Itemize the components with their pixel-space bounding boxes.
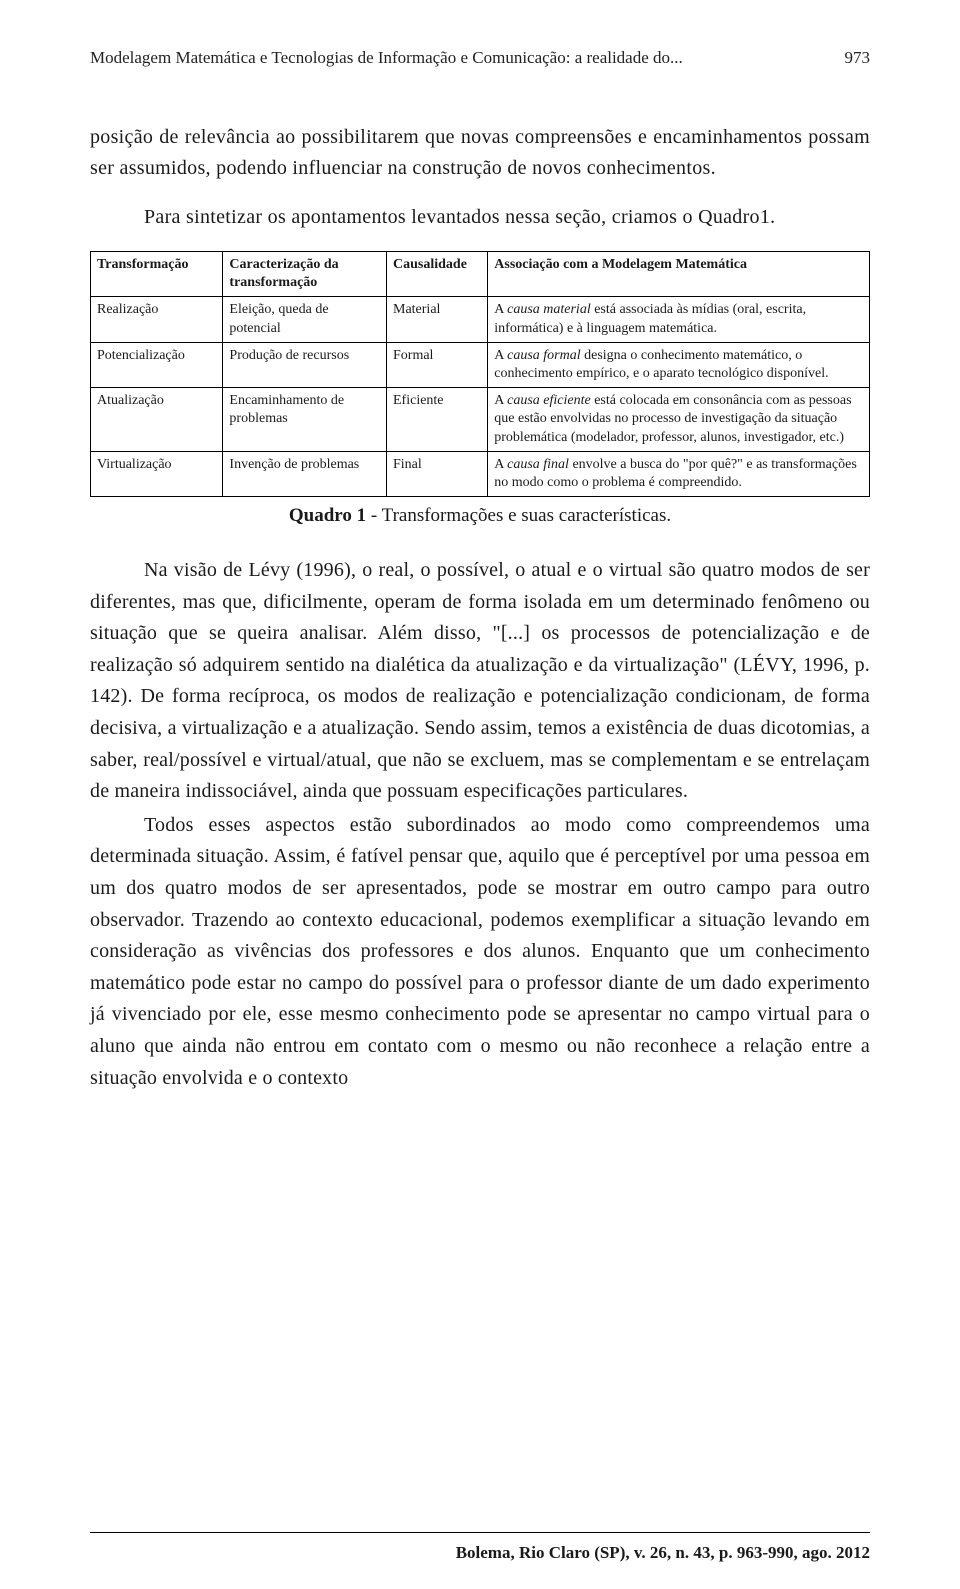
table-caption: Quadro 1 - Transformações e suas caracte… — [90, 505, 870, 527]
body-text-1: Na visão de Lévy (1996), o real, o possí… — [90, 559, 870, 802]
page: Modelagem Matemática e Tecnologias de In… — [0, 0, 960, 1589]
body-paragraph-1: Na visão de Lévy (1996), o real, o possí… — [90, 555, 870, 808]
table-header: Caracterização da transformação — [223, 252, 387, 297]
table-cell: A causa final envolve a busca do "por qu… — [488, 451, 870, 496]
table-row: AtualizaçãoEncaminhamento de problemasEf… — [91, 388, 870, 452]
body-paragraph-2: Todos esses aspectos estão subordinados … — [90, 810, 870, 1094]
table-cell: Eficiente — [387, 388, 488, 452]
footer-rule — [90, 1532, 870, 1533]
table-cell: Formal — [387, 342, 488, 387]
table-cell: Material — [387, 297, 488, 342]
table-cell: A causa formal designa o conhecimento ma… — [488, 342, 870, 387]
caption-label: Quadro 1 — [289, 505, 366, 526]
table-cell: Final — [387, 451, 488, 496]
table-row: VirtualizaçãoInvenção de problemasFinalA… — [91, 451, 870, 496]
table-header: Associação com a Modelagem Matemática — [488, 252, 870, 297]
caption-text: - Transformações e suas características. — [366, 505, 671, 526]
table-cell: Potencialização — [91, 342, 223, 387]
table-cell: Atualização — [91, 388, 223, 452]
table-row: RealizaçãoEleição, queda de potencialMat… — [91, 297, 870, 342]
footer-citation: Bolema, Rio Claro (SP), v. 26, n. 43, p.… — [456, 1543, 870, 1563]
table-cell: A causa material está associada às mídia… — [488, 297, 870, 342]
table-cell: Invenção de problemas — [223, 451, 387, 496]
table-cell: A causa eficiente está colocada em conso… — [488, 388, 870, 452]
body-text-2: Todos esses aspectos estão subordinados … — [90, 814, 870, 1089]
table-header: Causalidade — [387, 252, 488, 297]
intro-text-b: Para sintetizar os apontamentos levantad… — [144, 206, 775, 228]
intro-text-a: posição de relevância ao possibilitarem … — [90, 126, 870, 179]
table-row: PotencializaçãoProdução de recursosForma… — [91, 342, 870, 387]
table-cell: Realização — [91, 297, 223, 342]
quadro-1-table: Transformação Caracterização da transfor… — [90, 251, 870, 497]
table-header: Transformação — [91, 252, 223, 297]
page-number: 973 — [845, 48, 871, 68]
intro-paragraph-1: posição de relevância ao possibilitarem … — [90, 122, 870, 184]
intro-paragraph-2: Para sintetizar os apontamentos levantad… — [90, 202, 870, 233]
table-cell: Produção de recursos — [223, 342, 387, 387]
running-title: Modelagem Matemática e Tecnologias de In… — [90, 48, 683, 68]
table-cell: Encaminhamento de problemas — [223, 388, 387, 452]
table-header-row: Transformação Caracterização da transfor… — [91, 252, 870, 297]
table-cell: Eleição, queda de potencial — [223, 297, 387, 342]
running-head: Modelagem Matemática e Tecnologias de In… — [90, 48, 870, 68]
table-cell: Virtualização — [91, 451, 223, 496]
